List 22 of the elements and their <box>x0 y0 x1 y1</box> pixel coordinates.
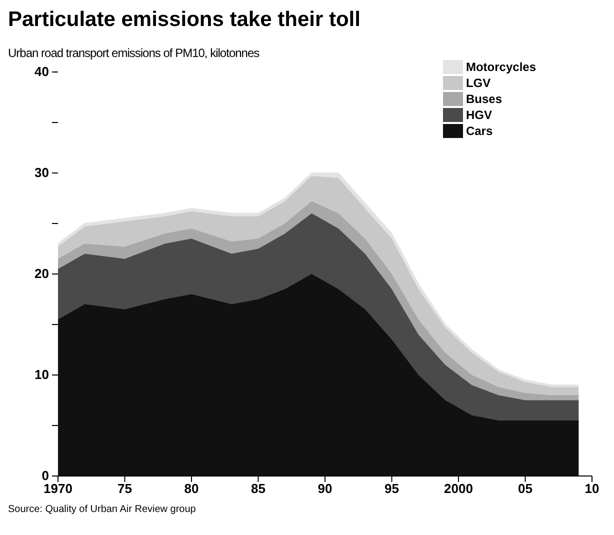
x-tick-label: 80 <box>184 481 199 496</box>
x-tick-label: 2000 <box>444 481 473 496</box>
y-tick-label: 20 <box>34 266 49 281</box>
y-tick-label: 0 <box>42 468 49 483</box>
legend-label: Cars <box>466 124 493 138</box>
x-tick-label: 85 <box>251 481 266 496</box>
x-tick-label: 75 <box>118 481 132 496</box>
x-tick-label: 05 <box>518 481 532 496</box>
legend-label: HGV <box>466 108 492 122</box>
legend-label: LGV <box>466 76 491 90</box>
legend-label: Motorcycles <box>466 60 536 74</box>
chart-subtitle: Urban road transport emissions of PM10, kilotonnes <box>8 46 260 60</box>
x-tick-label: 10 <box>584 481 600 496</box>
y-tick-label: 10 <box>34 367 49 382</box>
x-tick-label: 1970 <box>44 481 72 496</box>
source-note: Source: Quality of Urban Air Review group <box>8 504 197 515</box>
legend-label: Buses <box>466 92 502 106</box>
chart-title: Particulate emissions take their toll <box>8 8 362 32</box>
x-tick-label: 95 <box>384 481 399 496</box>
y-tick-label: 30 <box>34 165 49 180</box>
x-tick-label: 90 <box>318 481 332 496</box>
y-tick-label: 40 <box>34 64 49 79</box>
